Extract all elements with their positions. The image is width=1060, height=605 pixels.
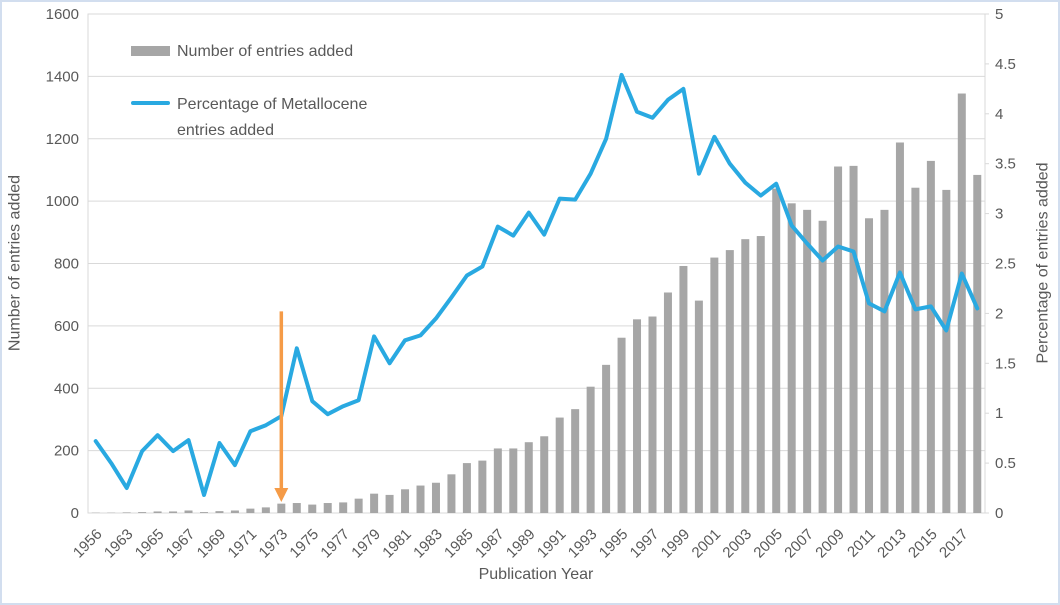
svg-text:1989: 1989 xyxy=(503,526,539,562)
svg-text:2.5: 2.5 xyxy=(995,256,1016,273)
svg-text:600: 600 xyxy=(54,318,79,335)
svg-text:1200: 1200 xyxy=(46,131,79,148)
svg-text:2015: 2015 xyxy=(905,526,941,562)
svg-text:1963: 1963 xyxy=(101,526,137,562)
svg-text:4.5: 4.5 xyxy=(995,56,1016,73)
svg-text:2: 2 xyxy=(995,305,1003,322)
svg-text:1995: 1995 xyxy=(596,526,632,562)
bar-series xyxy=(91,93,982,514)
svg-text:1979: 1979 xyxy=(348,526,384,562)
svg-text:200: 200 xyxy=(54,443,79,460)
svg-text:1993: 1993 xyxy=(565,526,601,562)
legend-item-line: Percentage of Metallocene entries added xyxy=(131,92,367,144)
x-axis-tick-labels: 1956196319651967196919711973197519771979… xyxy=(70,526,972,562)
right-axis-title: Percentage of entries added xyxy=(1034,162,1052,364)
svg-text:1985: 1985 xyxy=(441,526,477,562)
svg-text:1: 1 xyxy=(995,405,1003,422)
gridlines xyxy=(87,13,986,514)
svg-text:1975: 1975 xyxy=(286,526,322,562)
svg-text:1981: 1981 xyxy=(379,526,415,562)
left-axis-title: Number of entries added xyxy=(6,174,24,352)
legend-item-bars: Number of entries added xyxy=(131,41,367,62)
x-axis-title: Publication Year xyxy=(478,566,594,583)
svg-text:1000: 1000 xyxy=(46,193,79,210)
svg-text:3: 3 xyxy=(995,206,1003,223)
svg-text:0: 0 xyxy=(71,505,79,522)
svg-text:1600: 1600 xyxy=(46,6,79,23)
legend: Number of entries added Percentage of Me… xyxy=(131,41,367,144)
legend-line-label: Percentage of Metallocene entries added xyxy=(177,92,367,144)
percentage-line xyxy=(93,72,980,497)
svg-text:2009: 2009 xyxy=(812,526,848,562)
svg-text:2013: 2013 xyxy=(874,526,910,562)
svg-text:1987: 1987 xyxy=(472,526,508,562)
svg-text:1.5: 1.5 xyxy=(995,355,1016,372)
svg-text:1983: 1983 xyxy=(410,526,446,562)
legend-line-label-2: entries added xyxy=(177,122,274,139)
svg-text:1969: 1969 xyxy=(194,526,230,562)
right-axis-tick-labels: 0 0.5 1 1.5 2 2.5 3 3.5 4 4.5 5 xyxy=(985,6,1016,522)
svg-text:1977: 1977 xyxy=(317,526,353,562)
svg-text:2007: 2007 xyxy=(781,526,817,562)
svg-text:4: 4 xyxy=(995,106,1003,123)
svg-text:3.5: 3.5 xyxy=(995,156,1016,173)
legend-bars-label: Number of entries added xyxy=(177,43,354,60)
svg-text:5: 5 xyxy=(995,6,1003,23)
svg-text:1997: 1997 xyxy=(627,526,663,562)
svg-text:1999: 1999 xyxy=(658,526,694,562)
bar-series-swatch xyxy=(131,46,170,56)
svg-text:1991: 1991 xyxy=(534,526,570,562)
svg-text:0: 0 xyxy=(995,505,1003,522)
left-axis-tick-labels: 0 200 400 600 800 1000 1200 1400 1600 xyxy=(46,6,79,522)
svg-text:1971: 1971 xyxy=(225,526,261,562)
line-series-swatch xyxy=(131,101,170,105)
legend-line-label-1: Percentage of Metallocene xyxy=(177,96,368,113)
svg-text:2017: 2017 xyxy=(936,526,972,562)
svg-text:2001: 2001 xyxy=(689,526,725,562)
svg-text:0.5: 0.5 xyxy=(995,455,1016,472)
annotation-arrow-1973 xyxy=(274,311,289,503)
svg-text:400: 400 xyxy=(54,380,79,397)
svg-text:1400: 1400 xyxy=(46,68,79,85)
svg-text:1965: 1965 xyxy=(132,526,168,562)
svg-text:2011: 2011 xyxy=(844,526,879,561)
svg-text:2005: 2005 xyxy=(750,526,786,562)
svg-text:800: 800 xyxy=(54,256,79,273)
svg-text:1967: 1967 xyxy=(163,526,199,562)
svg-text:2003: 2003 xyxy=(719,526,755,562)
svg-text:1973: 1973 xyxy=(256,526,292,562)
svg-text:1956: 1956 xyxy=(70,526,106,562)
